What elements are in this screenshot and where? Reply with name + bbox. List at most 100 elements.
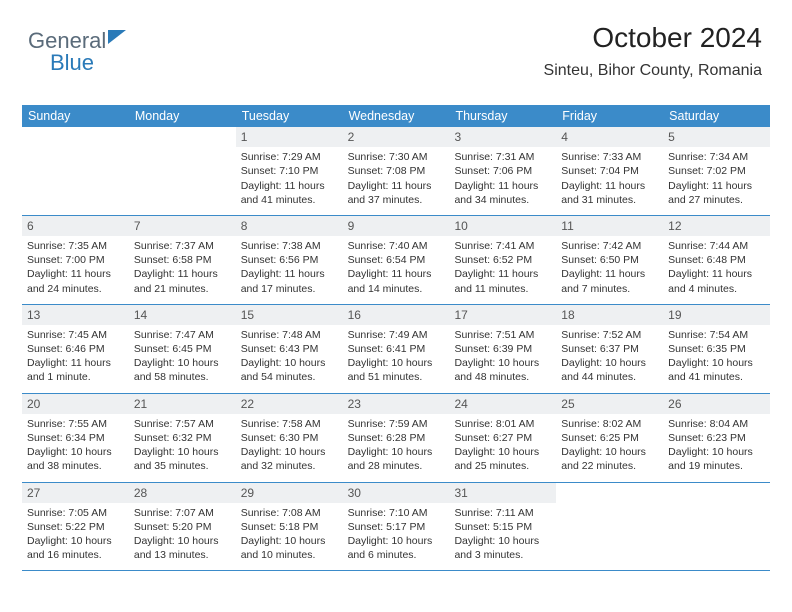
calendar-day: 7Sunrise: 7:37 AMSunset: 6:58 PMDaylight… — [129, 216, 236, 304]
sunset-text: Sunset: 6:23 PM — [668, 431, 765, 445]
day-header: Sunday — [22, 105, 129, 127]
sunrise-text: Sunrise: 8:04 AM — [668, 417, 765, 431]
daylight-text: Daylight: 11 hours and 37 minutes. — [348, 179, 445, 207]
daylight-text: Daylight: 11 hours and 27 minutes. — [668, 179, 765, 207]
daylight-text: Daylight: 11 hours and 1 minute. — [27, 356, 124, 384]
daylight-text: Daylight: 10 hours and 25 minutes. — [454, 445, 551, 473]
sunrise-text: Sunrise: 7:41 AM — [454, 239, 551, 253]
calendar-day: 14Sunrise: 7:47 AMSunset: 6:45 PMDayligh… — [129, 305, 236, 393]
daylight-text: Daylight: 10 hours and 58 minutes. — [134, 356, 231, 384]
daylight-text: Daylight: 10 hours and 3 minutes. — [454, 534, 551, 562]
sunrise-text: Sunrise: 7:54 AM — [668, 328, 765, 342]
daylight-text: Daylight: 11 hours and 11 minutes. — [454, 267, 551, 295]
calendar-day: 19Sunrise: 7:54 AMSunset: 6:35 PMDayligh… — [663, 305, 770, 393]
day-number: 14 — [129, 305, 236, 325]
calendar-day: 26Sunrise: 8:04 AMSunset: 6:23 PMDayligh… — [663, 394, 770, 482]
sunrise-text: Sunrise: 7:45 AM — [27, 328, 124, 342]
logo-triangle-icon — [108, 30, 126, 44]
sunrise-text: Sunrise: 7:48 AM — [241, 328, 338, 342]
calendar-day: 31Sunrise: 7:11 AMSunset: 5:15 PMDayligh… — [449, 483, 556, 571]
daylight-text: Daylight: 11 hours and 17 minutes. — [241, 267, 338, 295]
calendar-day: 5Sunrise: 7:34 AMSunset: 7:02 PMDaylight… — [663, 127, 770, 215]
day-header: Wednesday — [343, 105, 450, 127]
sunrise-text: Sunrise: 7:47 AM — [134, 328, 231, 342]
sunrise-text: Sunrise: 7:49 AM — [348, 328, 445, 342]
sunset-text: Sunset: 6:32 PM — [134, 431, 231, 445]
daylight-text: Daylight: 10 hours and 10 minutes. — [241, 534, 338, 562]
sunset-text: Sunset: 7:02 PM — [668, 164, 765, 178]
day-number: 3 — [449, 127, 556, 147]
day-number: 16 — [343, 305, 450, 325]
calendar-day: 13 Sunrise: 7:45 AMSunset: 6:46 PMDayligh… — [22, 305, 129, 393]
calendar-day — [129, 127, 236, 215]
sunset-text: Sunset: 6:54 PM — [348, 253, 445, 267]
sunset-text: Sunset: 6:41 PM — [348, 342, 445, 356]
daylight-text: Daylight: 10 hours and 35 minutes. — [134, 445, 231, 473]
sunset-text: Sunset: 6:35 PM — [668, 342, 765, 356]
calendar-day: 17Sunrise: 7:51 AMSunset: 6:39 PMDayligh… — [449, 305, 556, 393]
calendar-day: 22Sunrise: 7:58 AMSunset: 6:30 PMDayligh… — [236, 394, 343, 482]
calendar-day: 4Sunrise: 7:33 AMSunset: 7:04 PMDaylight… — [556, 127, 663, 215]
sunset-text: Sunset: 6:43 PM — [241, 342, 338, 356]
sunset-text: Sunset: 6:27 PM — [454, 431, 551, 445]
daylight-text: Daylight: 10 hours and 38 minutes. — [27, 445, 124, 473]
sunset-text: Sunset: 6:37 PM — [561, 342, 658, 356]
daylight-text: Daylight: 10 hours and 6 minutes. — [348, 534, 445, 562]
sunset-text: Sunset: 6:28 PM — [348, 431, 445, 445]
sunset-text: Sunset: 6:52 PM — [454, 253, 551, 267]
calendar-day: 12Sunrise: 7:44 AMSunset: 6:48 PMDayligh… — [663, 216, 770, 304]
daylight-text: Daylight: 11 hours and 21 minutes. — [134, 267, 231, 295]
day-number: 30 — [343, 483, 450, 503]
day-header: Saturday — [663, 105, 770, 127]
daylight-text: Daylight: 11 hours and 31 minutes. — [561, 179, 658, 207]
day-number: 25 — [556, 394, 663, 414]
sunrise-text: Sunrise: 7:38 AM — [241, 239, 338, 253]
sunrise-text: Sunrise: 7:33 AM — [561, 150, 658, 164]
day-header: Thursday — [449, 105, 556, 127]
day-number: 17 — [449, 305, 556, 325]
calendar-day — [556, 483, 663, 571]
calendar-body: 1Sunrise: 7:29 AMSunset: 7:10 PMDaylight… — [22, 127, 770, 571]
daylight-text: Daylight: 10 hours and 54 minutes. — [241, 356, 338, 384]
sunset-text: Sunset: 7:00 PM — [27, 253, 124, 267]
daylight-text: Daylight: 11 hours and 41 minutes. — [241, 179, 338, 207]
location: Sinteu, Bihor County, Romania — [544, 62, 762, 80]
day-header: Friday — [556, 105, 663, 127]
day-number: 24 — [449, 394, 556, 414]
sunset-text: Sunset: 5:20 PM — [134, 520, 231, 534]
day-number: 26 — [663, 394, 770, 414]
daylight-text: Daylight: 11 hours and 4 minutes. — [668, 267, 765, 295]
daylight-text: Daylight: 11 hours and 34 minutes. — [454, 179, 551, 207]
calendar-day: 1Sunrise: 7:29 AMSunset: 7:10 PMDaylight… — [236, 127, 343, 215]
calendar-day: 15Sunrise: 7:48 AMSunset: 6:43 PMDayligh… — [236, 305, 343, 393]
day-number: 11 — [556, 216, 663, 236]
calendar-week: 13Sunrise: 7:45 AMSunset: 6:46 PMDayligh… — [22, 305, 770, 394]
sunset-text: Sunset: 5:18 PM — [241, 520, 338, 534]
sunset-text: Sunset: 6:46 PM — [27, 342, 124, 356]
calendar-day: 25Sunrise: 8:02 AMSunset: 6:25 PMDayligh… — [556, 394, 663, 482]
calendar-header-row: SundayMondayTuesdayWednesdayThursdayFrid… — [22, 105, 770, 127]
day-number: 21 — [129, 394, 236, 414]
sunrise-text: Sunrise: 7:11 AM — [454, 506, 551, 520]
day-number: 4 — [556, 127, 663, 147]
daylight-text: Daylight: 10 hours and 16 minutes. — [27, 534, 124, 562]
daylight-text: Daylight: 10 hours and 32 minutes. — [241, 445, 338, 473]
calendar-day: 27Sunrise: 7:05 AMSunset: 5:22 PMDayligh… — [22, 483, 129, 571]
sunrise-text: Sunrise: 7:44 AM — [668, 239, 765, 253]
logo-text-blue: Blue — [50, 50, 94, 76]
sunset-text: Sunset: 6:56 PM — [241, 253, 338, 267]
sunrise-text: Sunrise: 7:05 AM — [27, 506, 124, 520]
daylight-text: Daylight: 10 hours and 28 minutes. — [348, 445, 445, 473]
calendar-week: 27Sunrise: 7:05 AMSunset: 5:22 PMDayligh… — [22, 483, 770, 572]
day-number: 28 — [129, 483, 236, 503]
calendar-day: 8Sunrise: 7:38 AMSunset: 6:56 PMDaylight… — [236, 216, 343, 304]
day-number: 19 — [663, 305, 770, 325]
sunrise-text: Sunrise: 7:52 AM — [561, 328, 658, 342]
daylight-text: Daylight: 10 hours and 48 minutes. — [454, 356, 551, 384]
sunrise-text: Sunrise: 8:02 AM — [561, 417, 658, 431]
day-number: 13 — [22, 305, 129, 325]
calendar-day: 23Sunrise: 7:59 AMSunset: 6:28 PMDayligh… — [343, 394, 450, 482]
day-number: 7 — [129, 216, 236, 236]
sunrise-text: Sunrise: 7:59 AM — [348, 417, 445, 431]
sunset-text: Sunset: 6:25 PM — [561, 431, 658, 445]
